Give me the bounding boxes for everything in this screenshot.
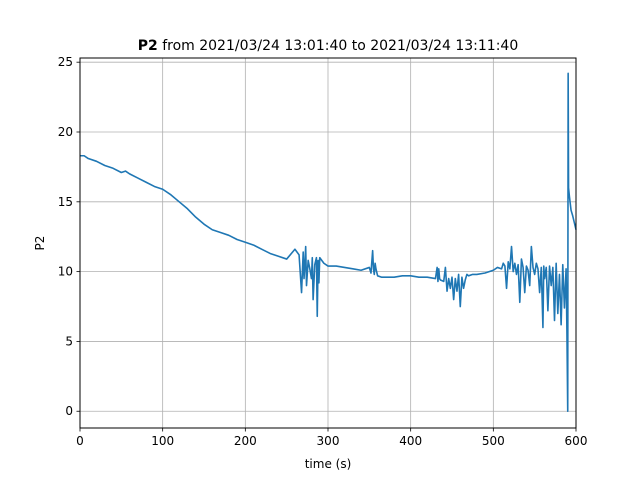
x-tick-label: 0 (76, 434, 84, 448)
grid-lines (79, 58, 577, 428)
series-line (80, 72, 577, 413)
x-tick-label: 500 (482, 434, 505, 448)
plot-area (80, 72, 577, 413)
y-tick-label: 15 (58, 195, 73, 209)
y-tick-label: 0 (65, 404, 73, 418)
y-tick-label: 20 (58, 125, 73, 139)
x-tick-label: 400 (399, 434, 422, 448)
y-tick-label: 5 (65, 334, 73, 348)
chart-title-series: P2 (138, 38, 158, 54)
x-tick-label: 600 (565, 434, 588, 448)
y-axis: 0 5 10 15 20 25 (58, 55, 80, 418)
y-tick-label: 10 (58, 265, 73, 279)
x-tick-label: 300 (317, 434, 340, 448)
x-axis-label: time (s) (305, 457, 352, 471)
x-tick-label: 100 (151, 434, 174, 448)
x-axis: 0 100 200 300 400 500 600 (76, 428, 587, 448)
y-axis-label: P2 (33, 236, 47, 251)
x-tick-label: 200 (234, 434, 257, 448)
y-tick-label: 25 (58, 55, 73, 69)
chart-title: P2 from 2021/03/24 13:01:40 to 2021/03/2… (138, 38, 519, 54)
chart-title-range: from 2021/03/24 13:01:40 to 2021/03/24 1… (158, 38, 518, 54)
